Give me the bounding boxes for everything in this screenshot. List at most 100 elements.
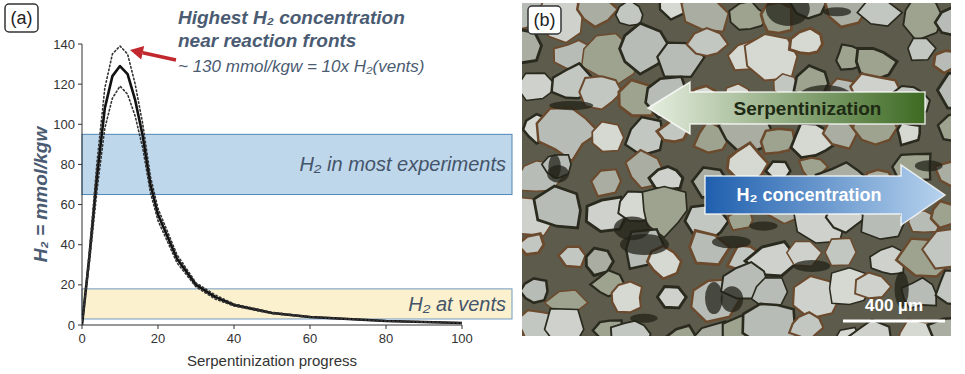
annotation: ~ 130 mmol/kgw = 10x H₂(vents) [178,57,424,76]
dark-vein [705,282,723,314]
y-tick-label: 100 [53,117,75,132]
y-axis-label: H₂ = mmol/kgw [30,126,51,263]
x-tick [234,325,235,329]
grain [855,273,891,299]
grain [545,309,584,336]
arrow [705,165,945,225]
scale-bar-label: 400 µm [865,296,923,315]
dark-vein [549,101,593,110]
band-label: H₂ in most experiments [299,153,506,175]
y-tick-label: 0 [68,318,75,333]
x-tick-label: 80 [379,331,393,346]
grain [687,28,729,56]
grain [934,51,952,73]
dark-vein [766,3,810,26]
dark-vein [915,160,943,171]
grain [898,123,920,146]
grain [616,3,643,26]
dark-vein [794,260,831,272]
x-tick [386,325,387,329]
grain [789,28,822,54]
grain [649,167,683,190]
grain [825,238,856,266]
dark-vein [630,314,657,323]
series-line [82,66,462,325]
annotation: near reaction fronts [178,30,356,51]
plot-data [82,46,462,325]
grain [908,38,936,60]
arrow-label: Serpentinization [734,98,882,119]
dark-vein [823,7,851,16]
grain [591,169,621,196]
grain [761,129,795,154]
scale-bar [843,320,945,323]
x-tick-label: 20 [151,331,165,346]
grain [922,228,951,269]
grain [938,112,951,142]
x-axis-label: Serpentinization progress [187,352,357,369]
grain [935,7,951,35]
panel-b: Serpentinization H₂ concentration 400 µm (b… [504,0,965,362]
band-label: H₂ at vents [408,293,506,315]
dark-vein [548,155,561,179]
series-line [82,86,462,325]
grain [577,3,618,27]
panel-label: (b) [534,10,556,30]
grain [558,247,585,268]
y-tick [78,244,82,245]
grain [857,3,902,26]
panel-label: (a) [11,8,33,28]
grain [534,186,581,228]
y-tick [78,84,82,85]
grain [743,304,796,336]
x-tick [82,325,83,329]
arrow [648,82,925,134]
dark-vein [721,286,743,312]
x-tick [462,325,463,329]
grain [789,312,823,336]
grain [937,73,951,108]
dark-vein [712,236,751,249]
micrograph-background [522,3,951,336]
grain [936,271,951,306]
panel-label-box [5,4,38,32]
y-tick [78,164,82,165]
grain [612,282,642,313]
y-tick-label: 80 [61,157,75,172]
micrograph [522,3,951,336]
grain [592,122,624,152]
annotation-arrow [143,53,176,60]
arrow-label: H₂ concentration [736,185,881,205]
dark-vein [620,234,669,255]
panel-label-box [528,6,561,34]
grain [931,201,951,228]
y-tick-label: 120 [53,77,75,92]
grain [522,278,548,302]
grain [625,117,663,155]
y-tick [78,124,82,125]
grain [681,3,728,32]
annotation: Highest H₂ concentration [178,7,405,28]
y-tick [78,284,82,285]
x-axis-line [82,325,462,326]
dark-vein [749,221,777,230]
x-tick-label: 40 [227,331,241,346]
grain [522,234,544,255]
grain [611,321,651,336]
y-tick-label: 20 [61,277,75,292]
x-tick-label: 100 [451,331,473,346]
grain [666,325,696,336]
y-axis-line [82,44,83,325]
x-tick-label: 0 [78,331,85,346]
figure: (a)020406080100120140020406080100Serpent… [0,0,965,374]
y-tick [78,204,82,205]
x-tick [158,325,159,329]
x-tick [310,325,311,329]
y-tick-label: 140 [53,37,75,52]
panel-a: (a)020406080100120140020406080100Serpent… [5,4,512,369]
grain [657,287,686,308]
series-line [82,46,462,325]
annotation-arrowhead [130,46,144,60]
grain [537,108,600,161]
y-tick [78,44,82,45]
